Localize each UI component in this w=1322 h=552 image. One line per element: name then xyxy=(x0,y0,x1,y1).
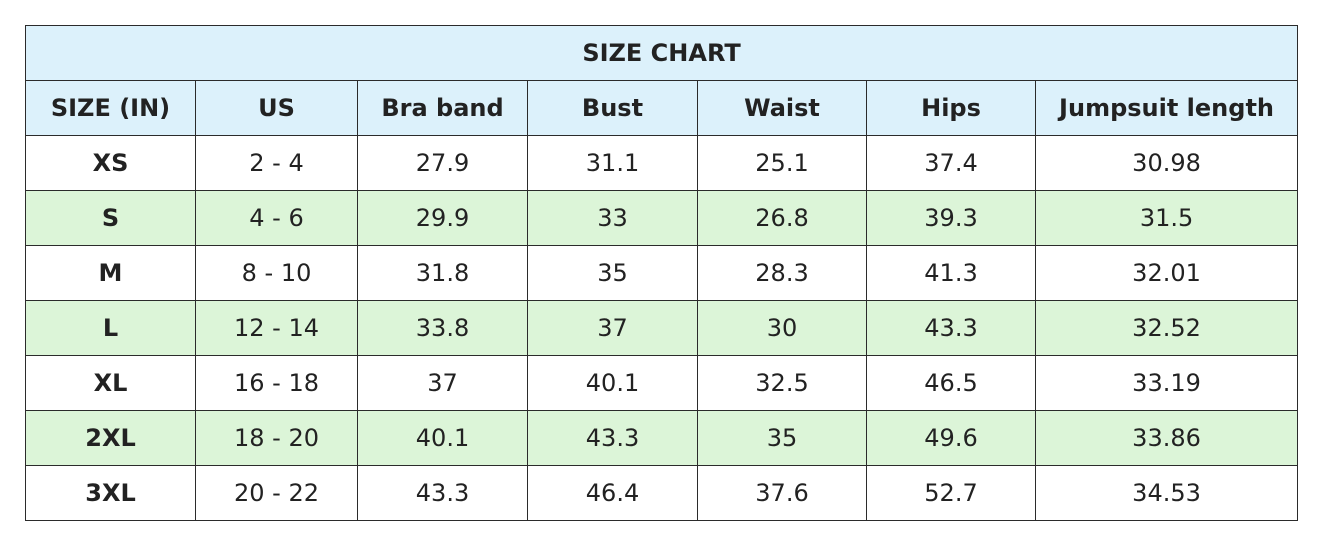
value-cell: 32.52 xyxy=(1034,300,1299,356)
value-cell: 12 - 14 xyxy=(195,300,358,356)
column-header: Jumpsuit length xyxy=(1034,80,1299,136)
value-cell: 8 - 10 xyxy=(195,245,358,301)
value-cell: 28.3 xyxy=(697,245,867,301)
table-title: SIZE CHART xyxy=(24,25,1299,81)
size-cell: XL xyxy=(25,355,196,411)
size-cell: L xyxy=(25,300,196,356)
size-cell: 3XL xyxy=(25,465,196,521)
table-row: L 12 - 14 33.8 37 30 43.3 32.52 xyxy=(25,300,1299,356)
value-cell: 33.86 xyxy=(1034,410,1299,466)
column-header: Bra band xyxy=(357,80,528,136)
value-cell: 43.3 xyxy=(866,300,1036,356)
column-header: Bust xyxy=(527,80,698,136)
column-header: Waist xyxy=(697,80,867,136)
value-cell: 33 xyxy=(527,190,698,246)
value-cell: 31.5 xyxy=(1034,190,1299,246)
value-cell: 29.9 xyxy=(357,190,528,246)
value-cell: 46.4 xyxy=(527,465,698,521)
size-cell: S xyxy=(25,190,196,246)
value-cell: 18 - 20 xyxy=(195,410,358,466)
size-cell: M xyxy=(25,245,196,301)
value-cell: 37 xyxy=(357,355,528,411)
column-header: US xyxy=(195,80,358,136)
value-cell: 20 - 22 xyxy=(195,465,358,521)
value-cell: 39.3 xyxy=(866,190,1036,246)
value-cell: 27.9 xyxy=(357,135,528,191)
table-body: XS 2 - 4 27.9 31.1 25.1 37.4 30.98 S 4 - 6 29.9 33… xyxy=(25,135,1299,521)
size-table: SIZE CHART SIZE (IN) US Bra band Bust Waist H… xyxy=(24,25,1299,521)
value-cell: 16 - 18 xyxy=(195,355,358,411)
value-cell: 34.53 xyxy=(1034,465,1299,521)
size-cell: XS xyxy=(25,135,196,191)
value-cell: 49.6 xyxy=(866,410,1036,466)
value-cell: 32.01 xyxy=(1034,245,1299,301)
column-header: SIZE (IN) xyxy=(25,80,196,136)
value-cell: 37.4 xyxy=(866,135,1036,191)
value-cell: 40.1 xyxy=(527,355,698,411)
value-cell: 37.6 xyxy=(697,465,867,521)
value-cell: 43.3 xyxy=(357,465,528,521)
header-row: SIZE (IN) US Bra band Bust Waist Hips Jumpsuit… xyxy=(25,80,1299,136)
value-cell: 43.3 xyxy=(527,410,698,466)
value-cell: 35 xyxy=(697,410,867,466)
value-cell: 25.1 xyxy=(697,135,867,191)
size-cell: 2XL xyxy=(25,410,196,466)
value-cell: 30.98 xyxy=(1034,135,1299,191)
value-cell: 2 - 4 xyxy=(195,135,358,191)
table-row: 2XL 18 - 20 40.1 43.3 35 49.6 33.86 xyxy=(25,410,1299,466)
value-cell: 40.1 xyxy=(357,410,528,466)
value-cell: 52.7 xyxy=(866,465,1036,521)
value-cell: 30 xyxy=(697,300,867,356)
value-cell: 32.5 xyxy=(697,355,867,411)
value-cell: 35 xyxy=(527,245,698,301)
table-row: 3XL 20 - 22 43.3 46.4 37.6 52.7 34.53 xyxy=(25,465,1299,521)
value-cell: 33.19 xyxy=(1034,355,1299,411)
value-cell: 31.1 xyxy=(527,135,698,191)
column-header: Hips xyxy=(866,80,1036,136)
value-cell: 33.8 xyxy=(357,300,528,356)
value-cell: 31.8 xyxy=(357,245,528,301)
value-cell: 46.5 xyxy=(866,355,1036,411)
table-row: XS 2 - 4 27.9 31.1 25.1 37.4 30.98 xyxy=(25,135,1299,191)
value-cell: 4 - 6 xyxy=(195,190,358,246)
value-cell: 41.3 xyxy=(866,245,1036,301)
value-cell: 37 xyxy=(527,300,698,356)
value-cell: 26.8 xyxy=(697,190,867,246)
table-row: XL 16 - 18 37 40.1 32.5 46.5 33.19 xyxy=(25,355,1299,411)
